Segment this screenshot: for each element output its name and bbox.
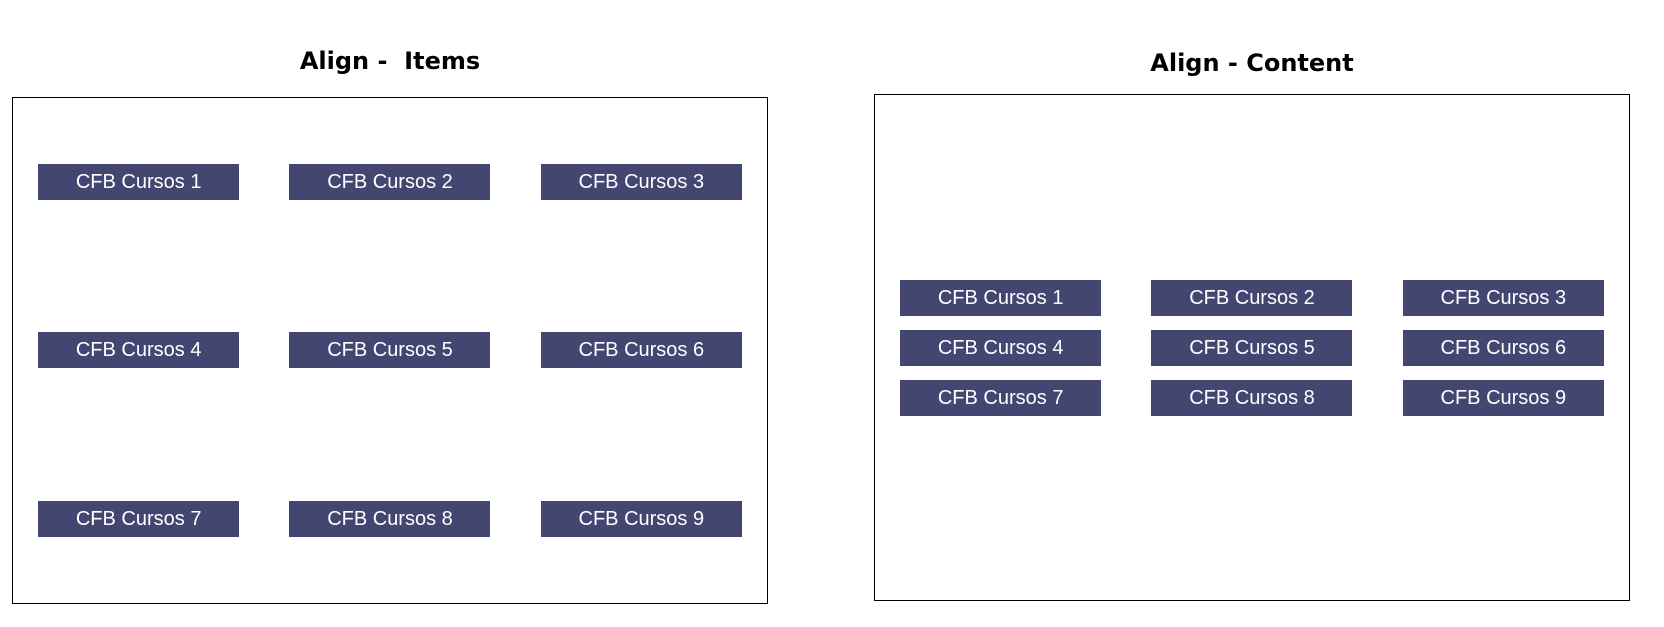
align-items-item-4: CFB Cursos 4 [38, 332, 240, 369]
align-items-item-6: CFB Cursos 6 [540, 332, 742, 369]
align-content-item-1: CFB Cursos 1 [900, 279, 1102, 316]
align-items-item-7: CFB Cursos 7 [38, 500, 240, 537]
align-content-item-7: CFB Cursos 7 [900, 379, 1102, 416]
align-items-container: CFB Cursos 1 CFB Cursos 2 CFB Cursos 3 C… [12, 97, 768, 604]
align-content-item-2: CFB Cursos 2 [1151, 279, 1353, 316]
align-items-item-3: CFB Cursos 3 [540, 164, 742, 201]
align-content-item-5: CFB Cursos 5 [1151, 329, 1353, 366]
align-content-item-6: CFB Cursos 6 [1402, 329, 1604, 366]
align-content-item-9: CFB Cursos 9 [1402, 379, 1604, 416]
align-items-grid: CFB Cursos 1 CFB Cursos 2 CFB Cursos 3 C… [13, 98, 767, 603]
align-content-item-4: CFB Cursos 4 [900, 329, 1102, 366]
align-content-title: Align - Content [1150, 49, 1354, 77]
align-content-container: CFB Cursos 1 CFB Cursos 2 CFB Cursos 3 C… [874, 94, 1630, 601]
align-items-item-9: CFB Cursos 9 [540, 500, 742, 537]
align-items-title: Align - Items [299, 47, 481, 75]
align-content-grid: CFB Cursos 1 CFB Cursos 2 CFB Cursos 3 C… [875, 95, 1629, 600]
align-content-item-8: CFB Cursos 8 [1151, 379, 1353, 416]
align-items-item-2: CFB Cursos 2 [289, 164, 491, 201]
align-content-item-3: CFB Cursos 3 [1402, 279, 1604, 316]
align-items-item-5: CFB Cursos 5 [289, 332, 491, 369]
align-items-item-1: CFB Cursos 1 [38, 164, 240, 201]
align-items-item-8: CFB Cursos 8 [289, 500, 491, 537]
